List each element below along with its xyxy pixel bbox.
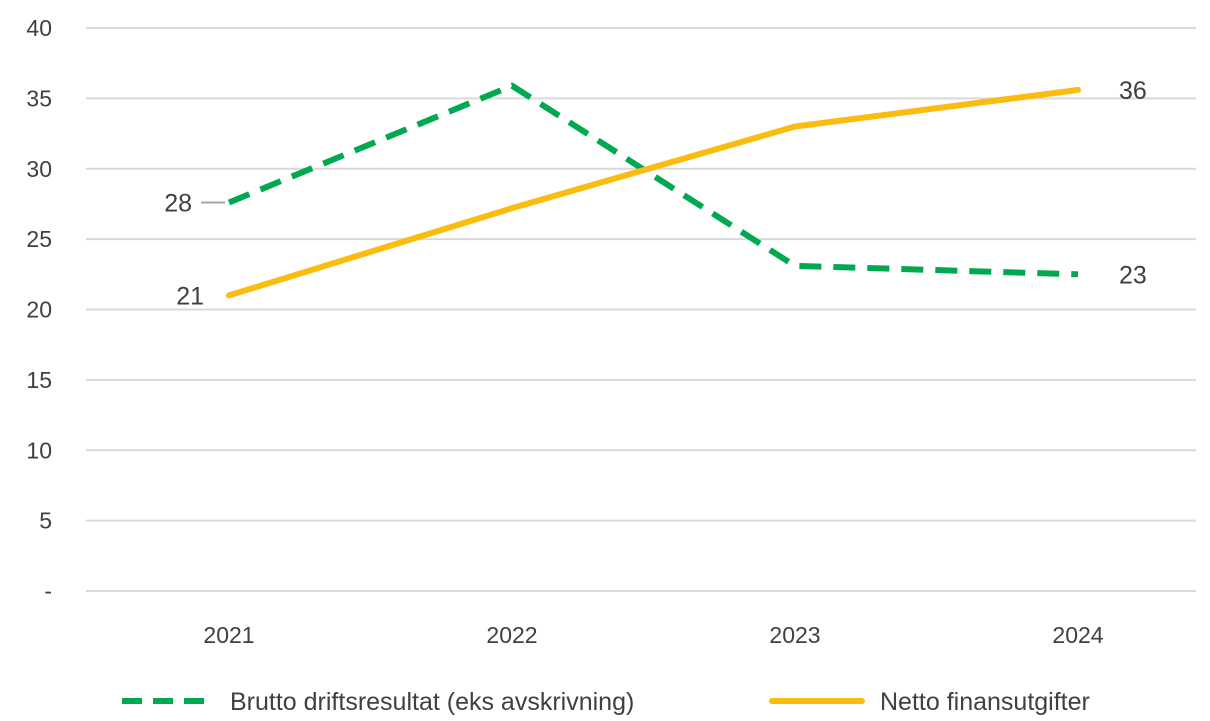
y-tick-label: 15 [26, 367, 52, 393]
x-axis-ticks: 2021 2022 2023 2024 [203, 622, 1103, 648]
y-tick-label: 10 [26, 437, 52, 463]
y-tick-label: 25 [26, 226, 52, 252]
series-lines [226, 82, 1081, 299]
y-tick-label: - [44, 578, 52, 604]
data-label-brutto-driftsresultat-eks-avskrivning-2021: 28 [164, 190, 192, 218]
y-tick-label: 35 [26, 85, 52, 111]
legend-item-netto-finansutgifter: Netto finansutgifter [769, 688, 1090, 716]
y-tick-label: 20 [26, 297, 52, 323]
x-tick-label-2024: 2024 [1052, 622, 1103, 648]
y-tick-label: 40 [26, 15, 52, 41]
series-line-netto-finansutgifter [226, 86, 1081, 299]
y-tick-label: 30 [26, 156, 52, 182]
y-tick-label: 5 [39, 508, 52, 534]
data-label-netto-finansutgifter-2021: 21 [176, 282, 204, 310]
y-axis-ticks: - 5 10 15 20 25 30 35 40 [26, 15, 52, 604]
x-tick-label-2023: 2023 [769, 622, 820, 648]
series-line-brutto-driftsresultat-eks-avskrivning [227, 82, 1079, 278]
data-label-brutto-driftsresultat-eks-avskrivning-2024: 23 [1119, 261, 1147, 289]
legend: Brutto driftsresultat (eks avskrivning) N… [122, 688, 1090, 716]
gridlines [86, 27, 1196, 592]
x-tick-label-2022: 2022 [486, 622, 537, 648]
data-labels: 28 23 21 36 [164, 77, 1147, 310]
legend-item-brutto-driftsresultat-eks-avskrivning: Brutto driftsresultat (eks avskrivning) [122, 688, 634, 716]
x-tick-label-2021: 2021 [203, 622, 254, 648]
data-label-netto-finansutgifter-2024: 36 [1119, 77, 1147, 105]
legend-label: Brutto driftsresultat (eks avskrivning) [230, 688, 634, 716]
legend-label: Netto finansutgifter [880, 688, 1090, 716]
